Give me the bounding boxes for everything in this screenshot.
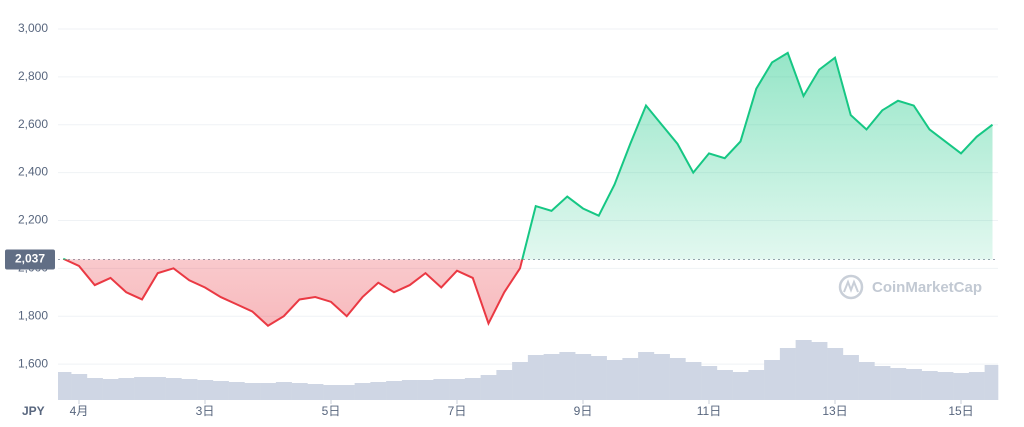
- x-tick-label: 9日: [574, 404, 593, 418]
- volume-bar: [764, 360, 781, 400]
- volume-bar: [937, 372, 954, 400]
- volume-bar: [984, 365, 999, 400]
- y-tick-label: 2,200: [18, 213, 48, 227]
- volume-bar: [590, 356, 607, 400]
- volume-bar: [779, 348, 796, 400]
- volume-bar: [291, 383, 308, 400]
- volume-bar: [701, 366, 718, 400]
- volume-bar: [669, 358, 686, 400]
- volume-bar: [953, 373, 970, 400]
- volume-bar: [716, 370, 733, 400]
- volume-bar: [827, 348, 844, 400]
- volume-bar: [559, 352, 576, 400]
- volume-bar: [512, 362, 529, 400]
- volume-bar: [58, 372, 72, 400]
- volume-bar: [323, 385, 340, 400]
- volume-bar: [905, 369, 922, 400]
- volume-bar: [212, 381, 229, 400]
- volume-bar: [165, 378, 182, 400]
- volume-bar: [480, 375, 497, 400]
- volume-bar: [890, 368, 907, 400]
- y-tick-label: 2,400: [18, 165, 48, 179]
- volume-bar: [496, 370, 513, 400]
- volume-bar: [811, 342, 828, 400]
- x-tick-label: 3日: [196, 404, 215, 418]
- volume-bar: [433, 379, 450, 400]
- volume-bar: [653, 354, 670, 400]
- volume-bar: [307, 384, 324, 400]
- x-tick-label: 13日: [822, 404, 847, 418]
- volume-bar: [527, 355, 544, 400]
- volume-bar: [732, 372, 749, 400]
- volume-bar: [244, 383, 261, 400]
- volume-bar: [386, 381, 403, 400]
- area-down: [63, 259, 993, 326]
- volume-bar: [858, 362, 875, 400]
- watermark-text: CoinMarketCap: [872, 279, 982, 296]
- volume-bar: [338, 385, 355, 400]
- volume-bar: [842, 355, 859, 400]
- currency-label: JPY: [22, 404, 45, 418]
- volume-bar: [228, 382, 245, 400]
- volume-bar: [86, 378, 103, 400]
- volume-bar: [370, 382, 387, 400]
- volume-bar: [197, 380, 214, 400]
- volume-bar: [575, 354, 592, 400]
- volume-bar: [417, 380, 434, 400]
- volume-bar: [449, 379, 466, 400]
- area-up: [63, 52, 993, 260]
- x-tick-label: 4月: [70, 404, 89, 418]
- watermark: CoinMarketCap: [838, 274, 982, 300]
- volume-bar: [102, 379, 119, 400]
- y-tick-label: 1,600: [18, 356, 48, 370]
- volume-bar: [401, 380, 418, 400]
- volume-bar: [921, 371, 938, 400]
- volume-bar: [71, 374, 88, 400]
- volume-bar: [118, 378, 135, 400]
- volume-bar: [134, 377, 151, 400]
- volume-bar: [543, 354, 560, 400]
- volume-bar: [638, 352, 655, 400]
- volume-bar: [795, 340, 812, 400]
- volume-bar: [968, 372, 985, 400]
- y-tick-label: 2,800: [18, 69, 48, 83]
- price-line: [62, 259, 524, 328]
- volume-bar: [622, 358, 639, 400]
- x-tick-label: 15日: [948, 404, 973, 418]
- reference-label: 2,037: [15, 252, 45, 266]
- volume-bar: [181, 379, 198, 400]
- x-tick-label: 5日: [322, 404, 341, 418]
- x-tick-label: 11日: [697, 404, 721, 418]
- reference-badge: [5, 249, 55, 270]
- volume-bar: [260, 383, 277, 400]
- y-tick-label: 3,000: [18, 21, 48, 35]
- volume: [58, 340, 999, 400]
- volume-bar: [874, 366, 891, 400]
- x-tick-label: 7日: [448, 404, 467, 418]
- volume-bar: [464, 378, 481, 400]
- y-tick-label: 2,600: [18, 117, 48, 131]
- volume-bar: [685, 362, 702, 400]
- volume-bar: [275, 382, 292, 400]
- volume-bar: [149, 377, 166, 400]
- volume-bar: [606, 360, 623, 400]
- y-tick-label: 1,800: [18, 308, 48, 322]
- volume-bar: [354, 383, 371, 400]
- price-line: [62, 51, 994, 260]
- volume-bar: [748, 370, 765, 400]
